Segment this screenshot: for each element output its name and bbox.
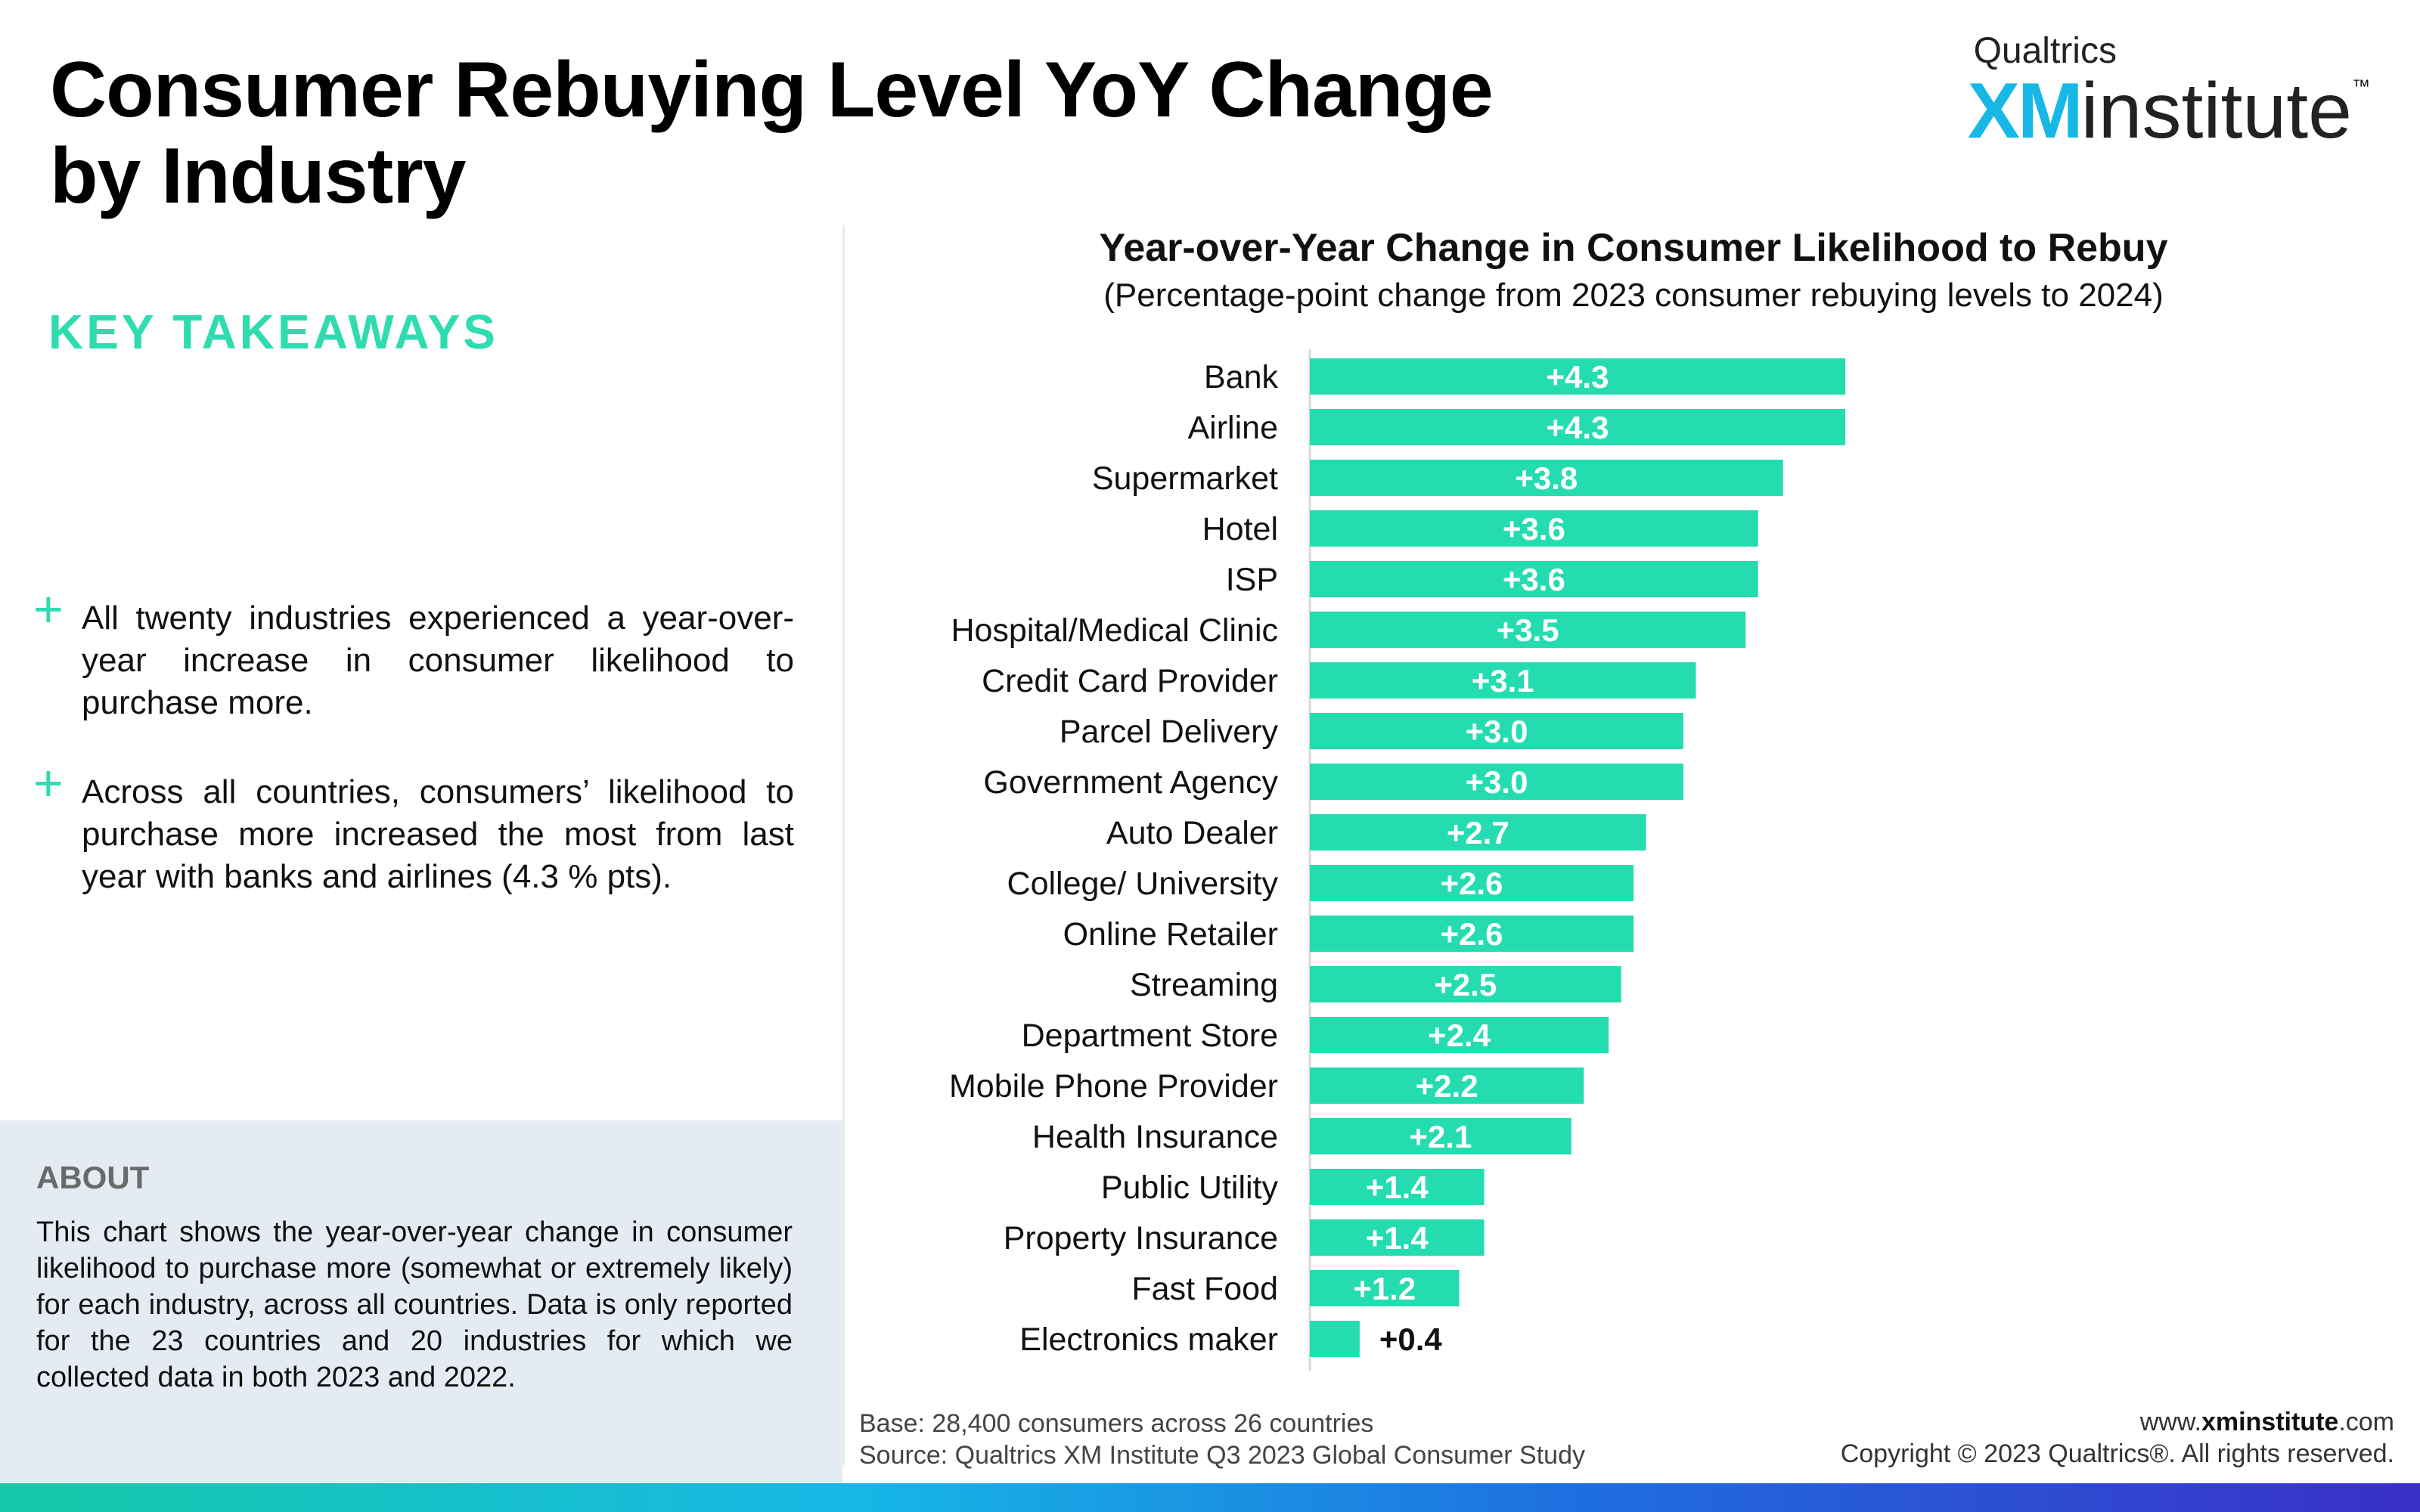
data-label: +4.3 xyxy=(1547,410,1609,445)
brand-trademark: ™ xyxy=(2352,76,2370,97)
bar xyxy=(1310,1270,1460,1306)
url-suffix: .com xyxy=(2338,1408,2394,1436)
data-label: +3.6 xyxy=(1503,511,1565,547)
takeaways-list: + All twenty industries experienced a ye… xyxy=(33,584,794,945)
data-label: +2.4 xyxy=(1428,1018,1491,1053)
website-link[interactable]: www.xminstitute.com xyxy=(1841,1406,2394,1438)
chart-title: Year-over-Year Change in Consumer Likeli… xyxy=(1099,226,2168,270)
url-prefix: www. xyxy=(2139,1408,2201,1436)
category-label: Government Agency xyxy=(983,764,1278,801)
data-label: +2.2 xyxy=(1416,1068,1478,1104)
bar xyxy=(1310,358,1845,395)
base-note: Base: 28,400 consumers across 26 countri… xyxy=(859,1409,1374,1438)
data-label: +3.1 xyxy=(1472,663,1534,699)
category-label: Bank xyxy=(1204,359,1279,395)
brand-company: Qualtrics xyxy=(1973,31,2117,71)
source-note: Source: Qualtrics XM Institute Q3 2023 G… xyxy=(859,1441,1586,1470)
bar xyxy=(1310,713,1683,749)
bar xyxy=(1310,1219,1485,1256)
data-label: +3.8 xyxy=(1515,460,1578,496)
chart-subtitle: (Percentage-point change from 2023 consu… xyxy=(1103,277,2164,314)
brand-logo: Qualtrics XMinstitute™ xyxy=(1968,30,2370,150)
data-label: +1.4 xyxy=(1366,1170,1429,1205)
bar xyxy=(1310,865,1634,901)
category-label: Parcel Delivery xyxy=(1060,714,1279,750)
bar xyxy=(1310,1321,1360,1357)
category-label: Public Utility xyxy=(1101,1170,1279,1206)
category-label: Hotel xyxy=(1202,511,1278,547)
bar-chart: Bank +4.3 Airline +4.3 Supermarket +3.8 Hotel +… xyxy=(949,349,1845,1371)
about-heading: ABOUT xyxy=(36,1160,150,1195)
about-text: This chart shows the year-over-year chan… xyxy=(36,1216,793,1393)
bar xyxy=(1310,966,1621,1002)
category-label: ISP xyxy=(1226,562,1278,598)
data-label: +2.6 xyxy=(1441,916,1503,952)
footnote: Base: 28,400 consumers across 26 countri… xyxy=(859,1408,1585,1471)
about-panel: ABOUT This chart shows the year-over-yea… xyxy=(0,1120,842,1483)
category-label: Credit Card Provider xyxy=(982,663,1278,699)
category-label: Hospital/Medical Clinic xyxy=(951,612,1278,649)
category-label: Property Insurance xyxy=(1004,1220,1278,1256)
category-label: Electronics maker xyxy=(1019,1321,1278,1358)
bar xyxy=(1310,1017,1609,1053)
takeaway-item: + All twenty industries experienced a ye… xyxy=(33,584,794,724)
bar xyxy=(1310,561,1758,597)
brand-xm: XM xyxy=(1967,67,2083,155)
url-domain: xminstitute xyxy=(2201,1408,2339,1436)
bar xyxy=(1310,764,1683,800)
category-label: Auto Dealer xyxy=(1106,815,1278,851)
data-label: +3.0 xyxy=(1466,764,1528,800)
data-label: +3.6 xyxy=(1503,562,1565,597)
data-label: +0.4 xyxy=(1379,1321,1443,1357)
bar xyxy=(1310,510,1758,547)
category-label: Department Store xyxy=(1022,1018,1278,1054)
key-takeaways-heading: KEY TAKEAWAYS xyxy=(48,305,498,359)
data-label: +2.6 xyxy=(1441,866,1503,901)
page-title: Consumer Rebuying Level YoY Change by In… xyxy=(50,46,1494,220)
category-label: Streaming xyxy=(1130,967,1278,1003)
category-label: College/ University xyxy=(1007,866,1279,902)
data-label: +2.1 xyxy=(1409,1119,1472,1154)
takeaway-text: All twenty industries experienced a year… xyxy=(82,600,794,721)
data-label: +3.0 xyxy=(1466,714,1528,749)
data-label: +2.5 xyxy=(1434,967,1497,1002)
category-label: Fast Food xyxy=(1131,1271,1278,1307)
brand-institute: institute xyxy=(2080,67,2352,155)
bar xyxy=(1310,409,1845,445)
bar xyxy=(1310,1169,1485,1205)
category-label: Airline xyxy=(1188,410,1279,446)
data-label: +2.7 xyxy=(1447,815,1509,850)
bottom-gradient-bar xyxy=(0,1483,2420,1512)
bar xyxy=(1310,1118,1571,1154)
bar xyxy=(1310,612,1746,648)
panel-divider xyxy=(842,225,845,1465)
bar xyxy=(1310,1067,1584,1104)
plus-icon: + xyxy=(33,581,64,638)
category-label: Mobile Phone Provider xyxy=(949,1068,1278,1105)
brand-wordmark: XMinstitute™ xyxy=(1968,72,2370,150)
bar xyxy=(1310,460,1783,496)
category-label: Online Retailer xyxy=(1063,916,1278,953)
category-label: Health Insurance xyxy=(1032,1119,1278,1155)
takeaway-item: + Across all countries, consumers’ likel… xyxy=(33,758,794,898)
data-label: +3.5 xyxy=(1497,612,1559,648)
data-label: +1.2 xyxy=(1353,1271,1416,1306)
data-label: +1.4 xyxy=(1366,1220,1429,1256)
footer-right: www.xminstitute.com Copyright © 2023 Qua… xyxy=(1841,1406,2394,1470)
bar xyxy=(1310,916,1634,952)
category-label: Supermarket xyxy=(1092,460,1278,497)
copyright: Copyright © 2023 Qualtrics®. All rights … xyxy=(1840,1439,2394,1468)
takeaway-text: Across all countries, consumers’ likelih… xyxy=(82,773,794,895)
data-label: +4.3 xyxy=(1547,359,1609,395)
plus-icon: + xyxy=(33,754,64,812)
bar xyxy=(1310,814,1646,850)
bar xyxy=(1310,662,1696,699)
